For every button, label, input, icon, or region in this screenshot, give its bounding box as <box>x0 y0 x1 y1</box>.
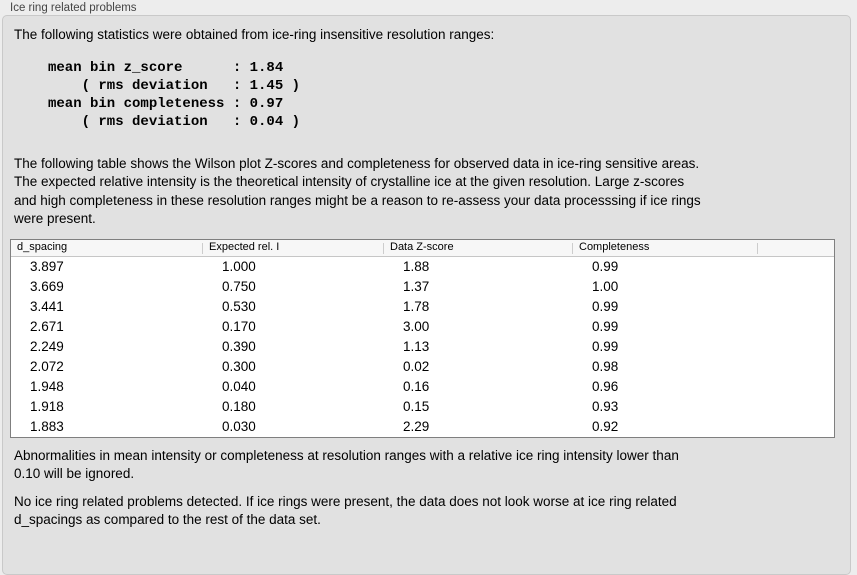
cell-d-spacing: 3.441 <box>30 299 64 314</box>
table-row[interactable]: 1.918 0.180 0.15 0.93 <box>11 397 834 417</box>
cell-empty <box>758 337 834 357</box>
cell-expected-rel-i: 0.750 <box>222 279 256 294</box>
intro-text: The following statistics were obtained f… <box>14 27 495 42</box>
cell-d-spacing: 1.948 <box>30 379 64 394</box>
cell-data-z-score: 1.37 <box>403 279 430 294</box>
cell-data-z-score: 0.15 <box>403 399 430 414</box>
table-row[interactable]: 2.671 0.170 3.00 0.99 <box>11 317 834 337</box>
cell-completeness: 0.99 <box>592 339 619 354</box>
cell-d-spacing: 1.918 <box>30 399 64 414</box>
table-row[interactable]: 2.249 0.390 1.13 0.99 <box>11 337 834 357</box>
ice-ring-table: d_spacing Expected rel. I Data Z-score C… <box>10 238 835 438</box>
table-row[interactable]: 1.948 0.040 0.16 0.96 <box>11 377 834 397</box>
cell-data-z-score: 1.88 <box>403 259 430 275</box>
cell-d-spacing: 2.671 <box>30 319 64 334</box>
cell-expected-rel-i: 0.180 <box>222 399 256 414</box>
column-header-data-z-score[interactable]: Data Z-score <box>384 239 573 257</box>
cell-empty <box>758 397 834 417</box>
cell-d-spacing: 2.072 <box>30 359 64 374</box>
cell-data-z-score: 1.13 <box>403 339 430 354</box>
cell-empty <box>758 317 834 337</box>
cell-expected-rel-i: 0.530 <box>222 299 256 314</box>
conclusion-text: No ice ring related problems detected. I… <box>14 493 677 528</box>
table-row[interactable]: 3.669 0.750 1.37 1.00 <box>11 277 834 297</box>
cell-data-z-score: 3.00 <box>403 319 430 334</box>
cell-expected-rel-i: 0.390 <box>222 339 256 354</box>
table-row[interactable]: 3.441 0.530 1.78 0.99 <box>11 297 834 317</box>
cell-d-spacing: 1.883 <box>30 419 64 434</box>
cell-expected-rel-i: 0.030 <box>222 419 256 434</box>
cell-empty <box>758 417 834 437</box>
summary-stats-block: mean bin z_score : 1.84 ( rms deviation … <box>48 59 301 130</box>
abnormalities-note-text: Abnormalities in mean intensity or compl… <box>14 447 679 482</box>
cell-expected-rel-i: 0.300 <box>222 359 256 374</box>
cell-expected-rel-i: 0.170 <box>222 319 256 334</box>
cell-completeness: 1.00 <box>592 279 619 294</box>
cell-empty <box>758 257 834 277</box>
table-row[interactable]: 3.897 1.000 1.88 0.99 <box>11 257 834 277</box>
cell-data-z-score: 0.16 <box>403 379 430 394</box>
cell-empty <box>758 277 834 297</box>
cell-data-z-score: 1.78 <box>403 299 430 314</box>
column-header-d-spacing[interactable]: d_spacing <box>11 239 203 257</box>
ice-ring-panel: The following statistics were obtained f… <box>2 15 851 575</box>
table-header-row: d_spacing Expected rel. I Data Z-score C… <box>11 239 834 257</box>
cell-completeness: 0.99 <box>592 319 619 334</box>
table-row[interactable]: 2.072 0.300 0.02 0.98 <box>11 357 834 377</box>
cell-completeness: 0.98 <box>592 359 619 374</box>
table-description-text: The following table shows the Wilson plo… <box>14 155 701 227</box>
cell-empty <box>758 297 834 317</box>
cell-completeness: 0.93 <box>592 399 619 414</box>
cell-expected-rel-i: 0.040 <box>222 379 256 394</box>
cell-completeness: 0.92 <box>592 419 619 434</box>
cell-data-z-score: 0.02 <box>403 359 430 374</box>
section-title: Ice ring related problems <box>10 2 137 14</box>
column-header-expected-rel-i[interactable]: Expected rel. I <box>203 239 384 257</box>
cell-empty <box>758 357 834 377</box>
cell-d-spacing: 3.669 <box>30 279 64 294</box>
cell-data-z-score: 2.29 <box>403 419 430 434</box>
cell-completeness: 0.99 <box>592 299 619 314</box>
cell-empty <box>758 377 834 397</box>
cell-d-spacing: 2.249 <box>30 339 64 354</box>
column-header-empty <box>758 239 834 257</box>
cell-d-spacing: 3.897 <box>30 259 64 275</box>
column-header-completeness[interactable]: Completeness <box>573 239 758 257</box>
cell-expected-rel-i: 1.000 <box>222 259 256 275</box>
cell-completeness: 0.96 <box>592 379 619 394</box>
cell-completeness: 0.99 <box>592 259 619 275</box>
table-row[interactable]: 1.883 0.030 2.29 0.92 <box>11 417 834 437</box>
